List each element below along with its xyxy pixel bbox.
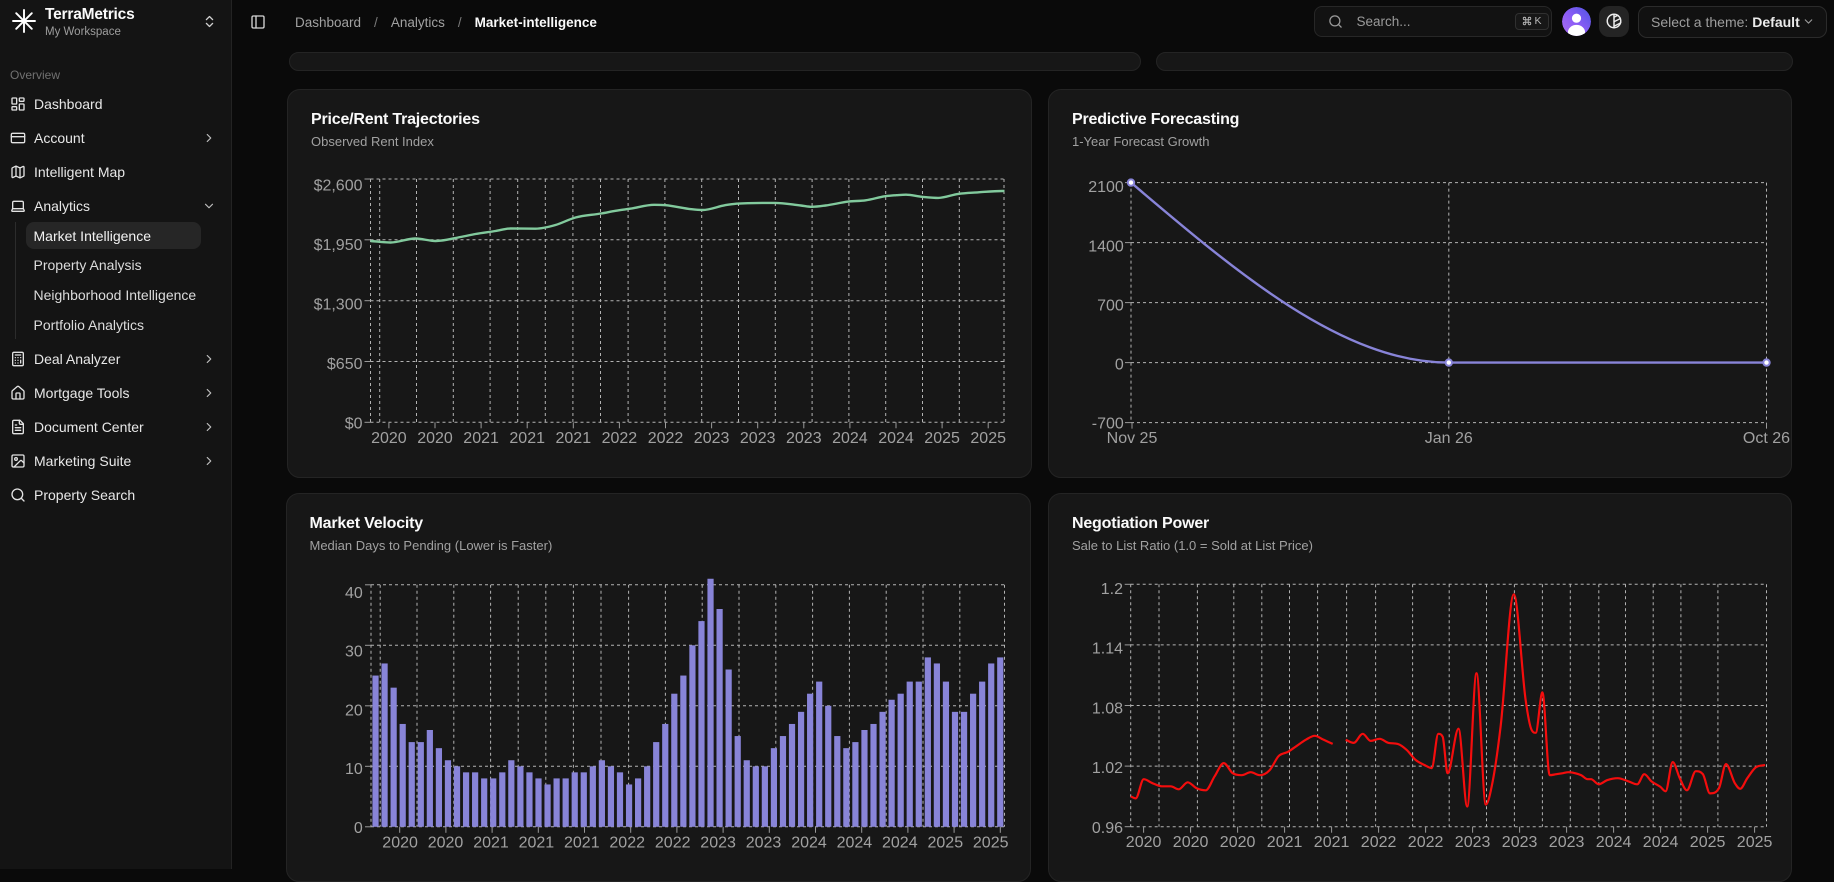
svg-text:$650: $650 — [327, 356, 363, 373]
svg-text:1.14: 1.14 — [1092, 641, 1123, 658]
svg-text:2025: 2025 — [970, 430, 1006, 447]
svg-text:0: 0 — [353, 820, 362, 837]
svg-text:2021: 2021 — [509, 430, 545, 447]
svg-text:2025: 2025 — [924, 430, 960, 447]
svg-text:2024: 2024 — [791, 834, 827, 851]
svg-text:2023: 2023 — [1549, 834, 1585, 851]
svg-text:2021: 2021 — [1314, 834, 1350, 851]
svg-text:2023: 2023 — [786, 430, 822, 447]
svg-text:2021: 2021 — [556, 430, 592, 447]
svg-text:2024: 2024 — [882, 834, 918, 851]
svg-text:$1,950: $1,950 — [314, 237, 363, 254]
svg-text:$2,600: $2,600 — [314, 178, 363, 195]
svg-text:40: 40 — [345, 585, 363, 602]
svg-text:2022: 2022 — [1408, 834, 1444, 851]
svg-text:2020: 2020 — [1126, 834, 1162, 851]
svg-text:2021: 2021 — [564, 834, 600, 851]
svg-text:2023: 2023 — [1502, 834, 1538, 851]
svg-text:$1,300: $1,300 — [314, 297, 363, 314]
svg-text:2021: 2021 — [473, 834, 509, 851]
svg-text:2022: 2022 — [654, 834, 690, 851]
svg-text:2022: 2022 — [609, 834, 645, 851]
svg-text:2020: 2020 — [1220, 834, 1256, 851]
svg-text:2024: 2024 — [832, 430, 868, 447]
svg-text:2020: 2020 — [371, 430, 407, 447]
svg-text:2025: 2025 — [1690, 834, 1726, 851]
svg-text:2023: 2023 — [694, 430, 730, 447]
svg-text:2025: 2025 — [972, 834, 1008, 851]
svg-text:2022: 2022 — [1361, 834, 1397, 851]
svg-text:2025: 2025 — [1737, 834, 1773, 851]
svg-text:-700: -700 — [1092, 416, 1124, 433]
svg-text:10: 10 — [345, 761, 363, 778]
svg-text:2021: 2021 — [518, 834, 554, 851]
svg-text:2100: 2100 — [1088, 179, 1124, 196]
svg-text:1.02: 1.02 — [1092, 760, 1123, 777]
svg-text:2020: 2020 — [417, 430, 453, 447]
svg-text:2024: 2024 — [1643, 834, 1679, 851]
svg-text:Oct 26: Oct 26 — [1743, 430, 1790, 447]
svg-text:2020: 2020 — [1173, 834, 1209, 851]
svg-text:1.08: 1.08 — [1092, 700, 1123, 717]
svg-text:700: 700 — [1097, 298, 1124, 315]
svg-text:2025: 2025 — [927, 834, 963, 851]
svg-text:2023: 2023 — [1455, 834, 1491, 851]
svg-text:2024: 2024 — [836, 834, 872, 851]
svg-text:1400: 1400 — [1088, 238, 1124, 255]
svg-text:0.96: 0.96 — [1092, 820, 1123, 837]
svg-text:2023: 2023 — [740, 430, 776, 447]
svg-text:2022: 2022 — [648, 430, 684, 447]
svg-text:30: 30 — [345, 644, 363, 661]
svg-text:1.2: 1.2 — [1101, 581, 1123, 598]
svg-text:2024: 2024 — [878, 430, 914, 447]
svg-text:2021: 2021 — [1267, 834, 1303, 851]
svg-text:20: 20 — [345, 702, 363, 719]
svg-text:0: 0 — [1115, 357, 1124, 374]
svg-text:$0: $0 — [345, 415, 363, 432]
svg-text:2022: 2022 — [602, 430, 638, 447]
svg-text:Jan 26: Jan 26 — [1425, 430, 1473, 447]
svg-text:2020: 2020 — [382, 834, 418, 851]
svg-text:2023: 2023 — [745, 834, 781, 851]
svg-text:2024: 2024 — [1596, 834, 1632, 851]
svg-text:2021: 2021 — [463, 430, 499, 447]
svg-text:2020: 2020 — [427, 834, 463, 851]
svg-text:2023: 2023 — [700, 834, 736, 851]
svg-text:Nov 25: Nov 25 — [1107, 430, 1158, 447]
